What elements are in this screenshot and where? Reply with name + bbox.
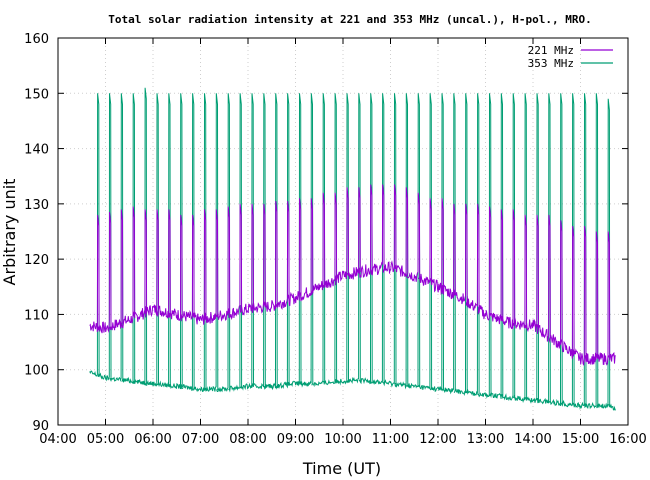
legend-label-221: 221 MHz <box>528 44 574 57</box>
x-tick-label: 12:00 <box>419 432 456 447</box>
legend: 221 MHz 353 MHz <box>528 44 613 70</box>
x-tick-label: 05:00 <box>87 432 124 447</box>
x-tick-label: 14:00 <box>514 432 551 447</box>
x-tick-label: 13:00 <box>467 432 504 447</box>
x-tick-label: 08:00 <box>229 432 266 447</box>
y-tick-label: 100 <box>24 364 49 379</box>
y-tick-label: 130 <box>24 198 49 213</box>
legend-label-353: 353 MHz <box>528 57 574 70</box>
y-tick-label: 110 <box>24 308 49 323</box>
x-tick-label: 04:00 <box>39 432 76 447</box>
axis-ticks: 90 100 110 120 130 140 150 160 04:00 05:00 06:00 07… <box>24 32 647 447</box>
x-tick-label: 11:00 <box>372 432 409 447</box>
y-tick-label: 90 <box>32 419 49 434</box>
y-tick-label: 140 <box>24 143 49 158</box>
grid <box>58 38 628 425</box>
x-tick-label: 16:00 <box>609 432 646 447</box>
x-tick-label: 15:00 <box>562 432 599 447</box>
series-line-353-mhz <box>89 87 616 411</box>
series-line-221-mhz <box>89 184 616 367</box>
y-tick-label: 150 <box>24 87 49 102</box>
y-tick-label: 160 <box>24 32 49 47</box>
y-tick-label: 120 <box>24 253 49 268</box>
x-tick-label: 10:00 <box>324 432 361 447</box>
x-tick-label: 06:00 <box>134 432 171 447</box>
x-tick-label: 09:00 <box>277 432 314 447</box>
chart-title: Total solar radiation intensity at 221 a… <box>108 13 591 26</box>
y-axis-label: Arbitrary unit <box>0 179 19 286</box>
plot-area <box>89 87 616 411</box>
x-tick-label: 07:00 <box>182 432 219 447</box>
x-axis-label: Time (UT) <box>302 459 381 478</box>
